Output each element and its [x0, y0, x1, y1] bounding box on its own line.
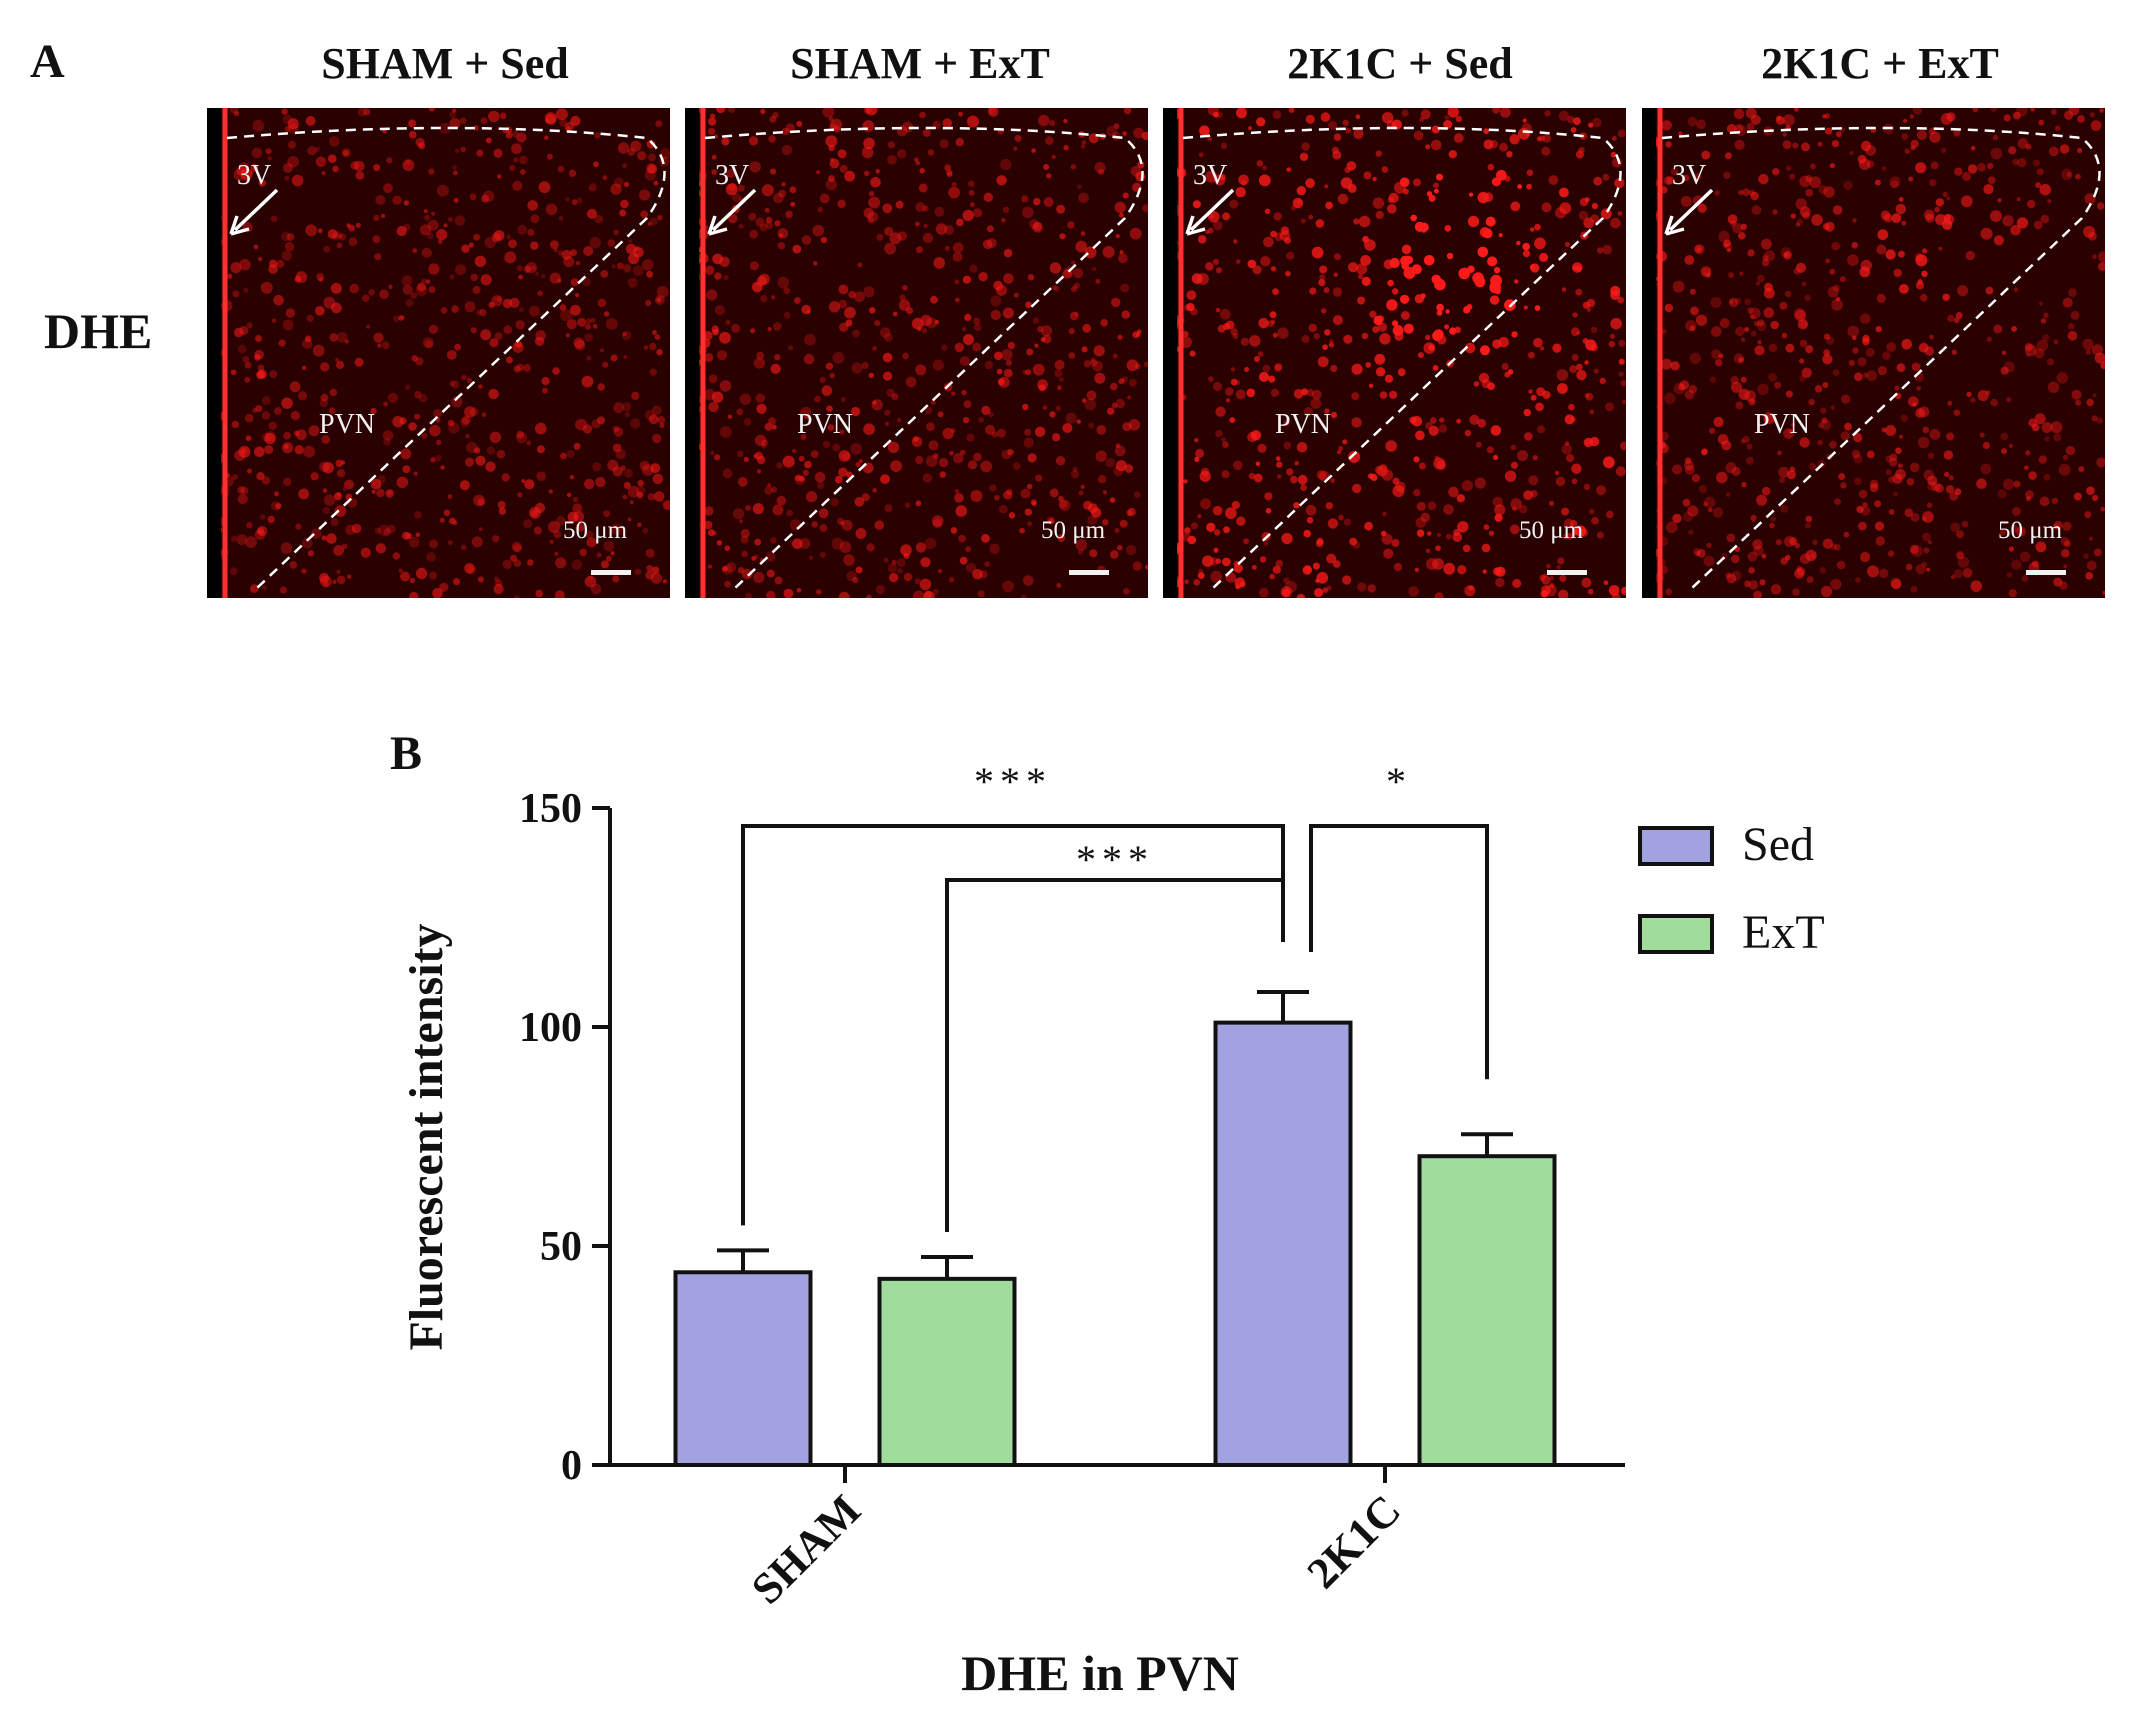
bar-sham-sed: [673, 1270, 813, 1468]
scale-bar: [2026, 570, 2066, 575]
pvn-label: PVN: [319, 409, 376, 440]
micrograph-image: [1163, 108, 1626, 598]
panel-a-letter: A: [30, 35, 65, 88]
arrow-head-icon: [1664, 215, 1685, 236]
legend-label-sed: Sed: [1742, 818, 1814, 871]
bar-sham-ext: [877, 1276, 1017, 1467]
pvn-label: PVN: [1754, 409, 1811, 440]
ventricle-arrow: [1189, 188, 1235, 232]
ventricle-arrow: [711, 188, 757, 232]
pvn-label: PVN: [797, 409, 854, 440]
scale-bar-label: 50 μm: [563, 517, 628, 544]
ventricle-space: [685, 108, 699, 598]
micrograph-2k1c-sed: 3V PVN 50 μm: [1163, 108, 1626, 598]
pvn-outline: [226, 126, 666, 589]
y-tick-label: 0: [561, 1443, 582, 1489]
stained-cells: [685, 108, 1148, 598]
significance-bracket: [741, 824, 1285, 1226]
micrograph-image: [1642, 108, 2105, 598]
legend-swatch-ext: [1638, 914, 1714, 954]
scale-bar-label: 50 μm: [1519, 517, 1584, 544]
scale-bar: [1069, 570, 1109, 575]
y-axis-title: Fluorescent intensity: [400, 923, 453, 1350]
scale-bar-label: 50 μm: [1041, 517, 1106, 544]
third-ventricle-label: 3V: [1193, 160, 1228, 191]
ventricle-space: [207, 108, 221, 598]
micrograph-2k1c-ext: 3V PVN 50 μm: [1642, 108, 2105, 598]
legend-label-ext: ExT: [1742, 906, 1825, 959]
micrograph-sham-ext: 3V PVN 50 μm: [685, 108, 1148, 598]
panel-title-2k1c-sed: 2K1C + Sed: [1287, 39, 1513, 88]
micrograph-background: [1642, 108, 2105, 598]
arrow-head-icon: [1185, 215, 1206, 236]
micrograph-background: [207, 108, 670, 598]
x-axis-title: DHE in PVN: [961, 1645, 1239, 1701]
arrow-head-icon: [229, 215, 250, 236]
ventricle-arrow: [1668, 188, 1714, 232]
scale-bar: [1547, 570, 1587, 575]
scale-bar-label: 50 μm: [1998, 517, 2063, 544]
legend-swatch-sed: [1638, 826, 1714, 866]
x-tick-label: 2K1C: [1298, 1485, 1410, 1597]
stained-cells: [207, 108, 670, 598]
micrograph-sham-sed: 3V PVN 50 μm: [207, 108, 670, 598]
bar-2k1c-sed: [1213, 1020, 1353, 1467]
micrograph-image: [207, 108, 670, 598]
ventricle-space: [1163, 108, 1177, 598]
panel-b-letter: B: [390, 727, 423, 780]
third-ventricle-label: 3V: [1672, 160, 1707, 191]
pvn-outline: [1182, 126, 1622, 589]
pvn-outline: [704, 126, 1144, 589]
bar-2k1c-ext: [1417, 1154, 1557, 1467]
pvn-label: PVN: [1275, 409, 1332, 440]
ventricle-arrow: [233, 188, 279, 232]
panel-title-sham-sed: SHAM + Sed: [321, 39, 569, 88]
dhe-row-label: DHE: [44, 303, 153, 359]
panel-title-sham-ext: SHAM + ExT: [790, 39, 1050, 88]
significance-label: *: [1386, 759, 1412, 804]
third-ventricle-label: 3V: [237, 160, 272, 191]
x-tick-label: SHAM: [742, 1485, 870, 1613]
pvn-outline: [1661, 126, 2101, 589]
significance-label: ***: [974, 759, 1052, 804]
third-ventricle-label: 3V: [715, 160, 750, 191]
scale-bar: [591, 570, 631, 575]
panel-title-2k1c-ext: 2K1C + ExT: [1761, 39, 1999, 88]
y-tick-label: 50: [540, 1224, 582, 1270]
micrograph-image: [685, 108, 1148, 598]
significance-bracket: [1309, 824, 1489, 1080]
y-tick-label: 150: [519, 786, 582, 832]
y-tick-label: 100: [519, 1005, 582, 1051]
arrow-head-icon: [707, 215, 728, 236]
significance-label: ***: [1076, 837, 1154, 882]
ventricle-space: [1642, 108, 1656, 598]
significance-bracket: [945, 878, 1285, 1232]
